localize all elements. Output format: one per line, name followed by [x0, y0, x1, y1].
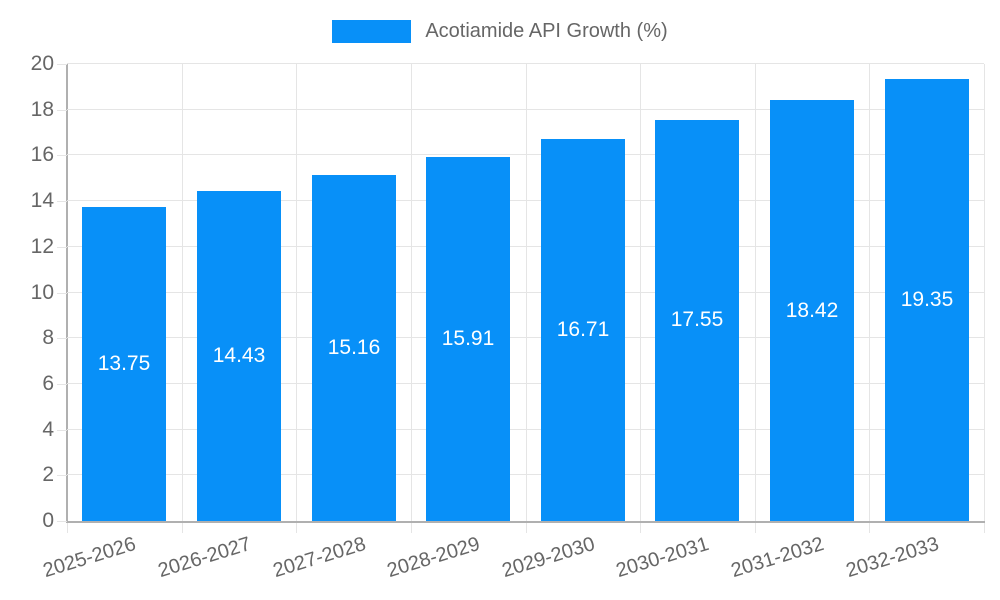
x-tick-mark [869, 523, 870, 533]
legend-label: Acotiamide API Growth (%) [425, 20, 668, 42]
bar[interactable]: 13.75 [82, 206, 166, 521]
gridline-horizontal [67, 245, 984, 247]
x-tick-mark [67, 523, 68, 533]
bar-value-label: 15.16 [327, 335, 381, 359]
gridline-vertical [182, 64, 183, 521]
gridline-horizontal [67, 428, 984, 430]
gridline-horizontal [67, 108, 984, 110]
x-tick-mark [640, 523, 641, 533]
gridline-vertical [984, 64, 985, 521]
gridline-horizontal [67, 474, 984, 476]
y-tick-mark [57, 64, 67, 65]
bar[interactable]: 16.71 [541, 139, 625, 521]
x-tick-mark [755, 523, 756, 533]
y-axis-line [66, 64, 68, 523]
y-tick-label: 4 [42, 417, 54, 441]
x-tick-label: 2029-2030 [499, 533, 598, 583]
bar-value-label: 14.43 [212, 344, 266, 368]
bar-value-label: 17.55 [670, 308, 724, 332]
gridline-vertical [869, 64, 870, 521]
bar-value-label: 18.42 [785, 298, 839, 322]
y-tick-mark [57, 246, 67, 248]
y-tick-label: 12 [30, 234, 54, 258]
x-tick-mark [411, 523, 412, 533]
gridline-vertical [640, 64, 641, 521]
bar-value-label: 19.35 [900, 287, 954, 311]
y-tick-mark [57, 521, 67, 522]
gridline-horizontal [67, 63, 984, 64]
x-tick-mark [182, 523, 183, 533]
gridline-horizontal [67, 200, 984, 202]
y-tick-label: 10 [30, 280, 54, 304]
bar-value-label: 13.75 [97, 351, 151, 375]
gridline-horizontal [67, 154, 984, 156]
bar[interactable]: 17.55 [655, 119, 739, 521]
x-tick-label: 2026-2027 [155, 533, 254, 583]
y-tick-mark [57, 109, 67, 111]
y-tick-mark [57, 383, 67, 385]
y-tick-label: 2 [42, 463, 54, 487]
y-tick-mark [57, 475, 67, 477]
x-axis-line [66, 521, 985, 523]
y-tick-mark [57, 338, 67, 340]
x-tick-label: 2025-2026 [40, 533, 139, 583]
y-tick-label: 16 [30, 143, 54, 167]
x-tick-mark [984, 523, 985, 533]
legend[interactable]: Acotiamide API Growth (%) [0, 20, 1000, 43]
x-tick-label: 2032-2033 [843, 533, 942, 583]
x-tick-label: 2028-2029 [384, 533, 483, 583]
bar[interactable]: 14.43 [197, 191, 281, 521]
y-tick-label: 14 [30, 189, 54, 213]
bar-value-label: 15.91 [441, 327, 495, 351]
bar-value-label: 16.71 [556, 318, 610, 342]
gridline-horizontal [67, 382, 984, 384]
y-tick-mark [57, 292, 67, 294]
x-tick-label: 2027-2028 [270, 533, 369, 583]
bar[interactable]: 15.16 [312, 174, 396, 521]
gridline-horizontal [67, 291, 984, 293]
gridline-vertical [296, 64, 297, 521]
x-tick-mark [526, 523, 527, 533]
y-tick-label: 20 [30, 52, 54, 75]
bar[interactable]: 18.42 [770, 100, 854, 521]
y-tick-label: 6 [42, 371, 54, 395]
x-tick-label: 2030-2031 [613, 533, 712, 583]
bar[interactable]: 19.35 [885, 78, 969, 521]
y-tick-label: 0 [42, 509, 54, 532]
y-tick-mark [57, 429, 67, 431]
y-tick-mark [57, 201, 67, 203]
x-tick-mark [296, 523, 297, 533]
bar[interactable]: 15.91 [426, 157, 510, 521]
y-tick-label: 18 [30, 97, 54, 121]
gridline-vertical [526, 64, 527, 521]
plot-area: 13.75 14.43 15.16 15.91 16.71 17.55 18.42 19.35 [67, 63, 985, 521]
gridline-horizontal [67, 337, 984, 339]
gridline-vertical [411, 64, 412, 521]
x-tick-label: 2031-2032 [728, 533, 827, 583]
legend-swatch-icon [332, 20, 412, 43]
y-tick-mark [57, 155, 67, 157]
gridline-vertical [755, 64, 756, 521]
y-tick-label: 8 [42, 326, 54, 350]
